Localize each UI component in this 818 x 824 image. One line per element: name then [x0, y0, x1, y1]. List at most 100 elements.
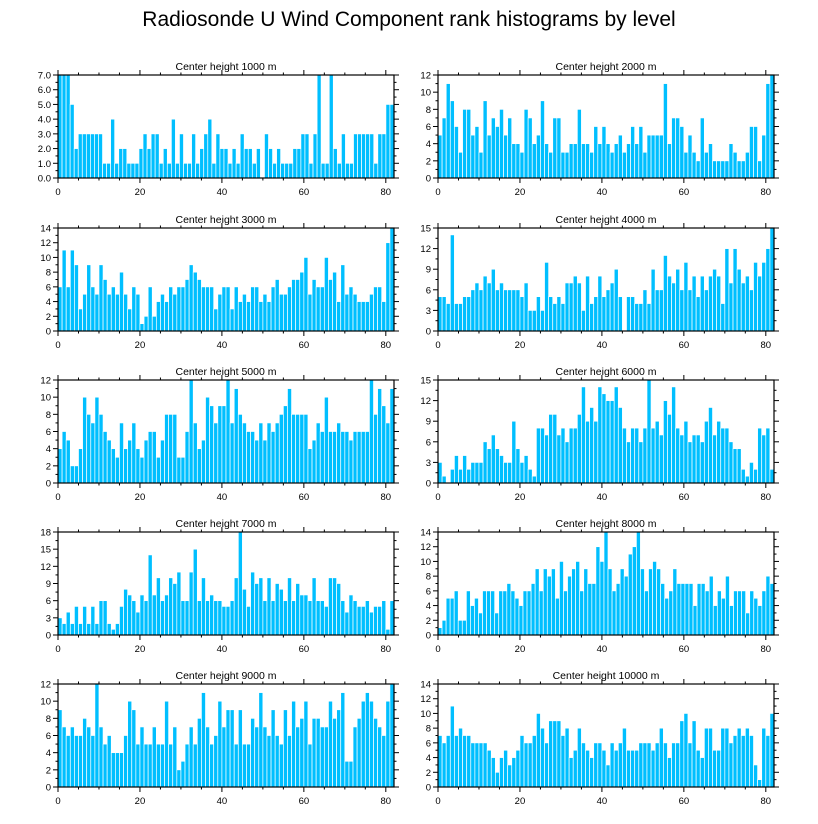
histogram-bar [445, 83, 451, 179]
histogram-bar [527, 742, 533, 788]
histogram-bar [544, 434, 549, 484]
histogram-bar [458, 303, 463, 332]
histogram-bar [548, 151, 554, 179]
histogram-bar [617, 407, 623, 484]
histogram-bar [151, 431, 157, 484]
histogram-bar [708, 143, 713, 179]
histogram-bar [146, 148, 152, 179]
histogram-bar [315, 717, 321, 788]
histogram-bar [769, 227, 775, 332]
histogram-bar [344, 293, 350, 332]
y-tick-label: 6.0 [38, 85, 51, 96]
histogram-bar [568, 757, 574, 788]
histogram-bar [237, 531, 243, 636]
histogram-bar [445, 303, 451, 332]
histogram-bar [660, 583, 666, 636]
histogram-bar [556, 117, 562, 179]
y-tick-label: 10 [40, 393, 51, 404]
x-tick-label: 20 [515, 796, 526, 807]
histogram-bar [757, 427, 763, 484]
histogram-bar [183, 162, 188, 179]
histogram-bar [720, 427, 726, 484]
histogram-bar [225, 709, 231, 788]
histogram-bar [470, 605, 475, 636]
y-tick-label: 6 [426, 437, 431, 448]
histogram-bar [441, 742, 447, 788]
histogram-bar [638, 742, 644, 788]
x-tick-label: 20 [515, 340, 526, 351]
histogram-bar [527, 310, 533, 332]
histogram-bar [283, 600, 288, 636]
histogram-bar [696, 583, 702, 636]
histogram-bar [724, 427, 730, 484]
histogram-bar [381, 301, 387, 332]
histogram-bar [303, 594, 309, 636]
x-tick-label: 40 [597, 340, 608, 351]
histogram-bar [94, 396, 100, 484]
histogram-bar [642, 289, 648, 332]
histogram-bar [237, 709, 243, 788]
histogram-bar [247, 148, 253, 179]
histogram-bar [246, 431, 251, 484]
histogram-bar [695, 296, 701, 332]
histogram-bar [209, 743, 215, 788]
histogram-bar [720, 303, 726, 332]
histogram-bar [332, 717, 337, 788]
histogram-bar [364, 600, 370, 636]
x-tick-label: 40 [597, 644, 608, 655]
histogram-bar [462, 455, 468, 484]
histogram-bar [687, 289, 693, 332]
histogram-bar [757, 779, 763, 788]
panel-title: Center height 3000 m [176, 214, 277, 226]
histogram-bar [172, 726, 178, 788]
y-tick-label: 15 [420, 376, 431, 387]
histogram-bar [147, 743, 153, 788]
histogram-bar [225, 286, 231, 332]
y-tick-label: 10 [40, 697, 51, 708]
histogram-bar [687, 441, 693, 484]
histogram-bar [550, 568, 556, 636]
histogram-bar [728, 742, 734, 788]
y-tick-label: 14 [40, 224, 51, 235]
histogram-bar [486, 282, 492, 332]
histogram-bar [441, 296, 447, 332]
histogram-bar [650, 268, 656, 332]
histogram-bar [300, 133, 306, 179]
histogram-bar [490, 590, 496, 636]
histogram-bar [139, 456, 145, 484]
y-tick-label: 0 [426, 631, 431, 642]
y-tick-label: 10 [420, 88, 431, 99]
histogram-bar [143, 743, 149, 788]
histogram-bar [567, 575, 572, 636]
histogram-bar [679, 289, 685, 332]
histogram-bar [470, 462, 476, 484]
histogram-bar [663, 255, 668, 332]
x-tick-label: 20 [135, 492, 146, 503]
histogram-bar [576, 413, 582, 484]
histogram-bar [264, 133, 269, 179]
histogram-bar [712, 160, 717, 179]
histogram-bar [229, 422, 235, 484]
histogram-bar [749, 126, 754, 179]
histogram-bar [544, 143, 549, 179]
x-tick-label: 20 [135, 340, 146, 351]
histogram-bar [749, 289, 754, 332]
x-tick-label: 80 [761, 492, 772, 503]
histogram-bar [757, 605, 763, 636]
histogram-bar [631, 546, 637, 636]
histogram-bar [687, 134, 693, 179]
histogram-bar [597, 275, 603, 332]
histogram-bar [138, 148, 144, 179]
histogram-bar [106, 439, 112, 484]
histogram-bar [597, 386, 603, 484]
histogram-bar [650, 749, 656, 788]
y-tick-label: 4 [426, 139, 431, 150]
histogram-bar [605, 143, 611, 179]
histogram-bar [127, 700, 133, 788]
histogram-bar [237, 413, 243, 484]
histogram-bar [560, 303, 566, 332]
histogram-bar [168, 577, 174, 636]
histogram-bar [196, 279, 202, 332]
histogram-bar [381, 133, 387, 179]
histogram-bar [233, 577, 239, 636]
